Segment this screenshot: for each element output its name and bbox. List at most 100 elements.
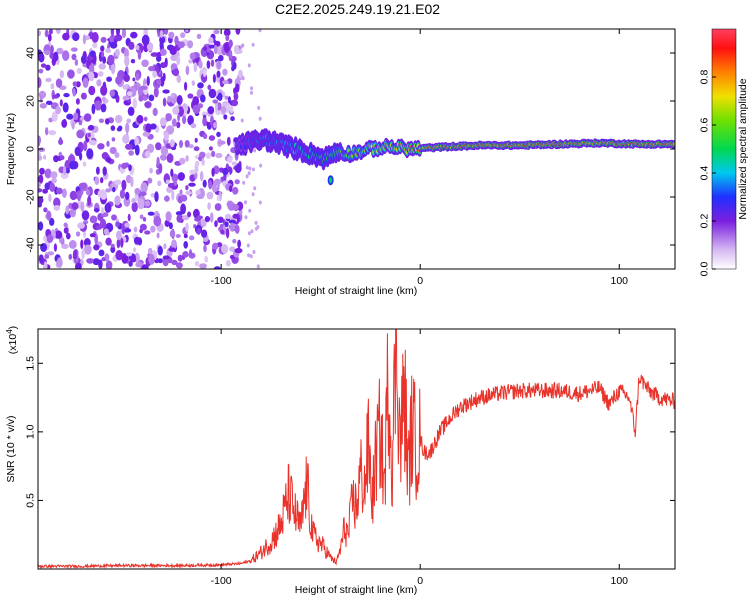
spectrogram-noise-cell <box>223 114 228 120</box>
spectrogram-noise-cell <box>229 185 233 193</box>
spectrogram-noise-cell <box>124 55 130 67</box>
spectrogram-noise-cell <box>116 230 122 240</box>
spectrogram-noise-cell <box>171 118 177 127</box>
spectrogram-noise-cell <box>121 179 127 191</box>
spectrogram-noise-cell <box>124 48 129 59</box>
spectrogram-noise-cell <box>212 242 219 250</box>
spectrogram-noise-cell <box>148 247 153 255</box>
spectrogram-noise-cell <box>119 189 126 199</box>
spectrogram-noise-cell <box>198 60 203 69</box>
spectrogram-noise-cell <box>185 65 190 76</box>
spectrogram-noise-cell <box>38 30 42 37</box>
spectrogram-noise-cell <box>233 87 237 95</box>
spectrogram-noise-cell <box>182 215 190 221</box>
spectrogram-noise-cell <box>174 35 179 46</box>
spectrogram-noise-cell <box>112 186 116 193</box>
spectrogram-noise-cell <box>53 205 60 211</box>
spectrogram-noise-cell <box>228 39 233 48</box>
spectrogram-noise-cell <box>175 234 181 238</box>
spectrogram-noise-cell <box>105 48 112 54</box>
spectrogram-noise-cell <box>85 189 91 196</box>
spectrogram-noise-cell <box>73 112 79 121</box>
spectrogram-noise-cell <box>156 78 162 86</box>
spectrogram-noise-cell <box>195 160 200 167</box>
spectrogram-noise-cell <box>159 29 164 38</box>
spectrogram-noise-cell <box>123 228 132 233</box>
spectrogram-noise-cell <box>121 224 125 235</box>
spectrogram-noise-cell <box>222 80 229 85</box>
spectrogram-noise-cell <box>147 211 155 216</box>
spectrogram-noise-cell <box>74 59 79 66</box>
snr-x-tick-label: 0 <box>417 575 423 587</box>
spectrogram-noise-cell <box>232 238 237 244</box>
spectrogram-noise-cell <box>148 66 155 72</box>
spectrogram-noise-cell <box>248 208 252 213</box>
spectrogram-noise-cell <box>97 71 104 77</box>
spectrogram-noise-cell <box>110 246 116 253</box>
spectrogram-noise-cell <box>221 244 229 254</box>
spectrogram-noise-cell <box>135 261 144 268</box>
spectrogram-noise-cell <box>128 150 134 156</box>
spectrogram-noise-cell <box>238 69 243 78</box>
spectrogram-noise-cell <box>82 34 86 45</box>
spectrogram-noise-cell <box>245 165 249 170</box>
spectrogram-noise-cell <box>227 156 233 164</box>
spectrogram-noise-cell <box>217 89 223 95</box>
spectrogram-noise-cell <box>224 95 229 100</box>
spectrogram-noise-cell <box>163 132 169 141</box>
snr-x-axis-label: Height of straight line (km) <box>295 584 418 596</box>
spectrogram-noise-cell <box>156 156 160 168</box>
spectrogram-noise-cell <box>202 68 207 78</box>
spectrogram-noise-cell <box>157 180 162 187</box>
spectrogram-noise-cell <box>93 72 98 79</box>
spectrogram-noise-cell <box>163 243 167 250</box>
spectrogram-noise-cell <box>228 219 236 224</box>
spectrogram-noise-cell <box>104 118 110 125</box>
spectrogram-noise-cell <box>127 106 135 117</box>
spectrogram-noise-cell <box>104 202 112 213</box>
spectrogram-noise-cell <box>43 261 48 269</box>
spectrogram-noise-cell <box>42 188 48 194</box>
spectrogram-noise-cell <box>126 118 132 124</box>
spectrogram-noise-cell <box>107 54 115 65</box>
spectrogram-noise-cell <box>91 32 99 43</box>
spectrogram-noise-cell <box>201 158 205 166</box>
spectrogram-noise-cell <box>162 89 170 94</box>
spectrogram-noise-cell <box>39 103 47 109</box>
spectrogram-noise-cell <box>155 142 162 151</box>
spectrogram-noise-cell <box>224 221 229 228</box>
spectrogram-noise-cell <box>231 161 238 166</box>
spectrogram-noise-cell <box>50 83 55 90</box>
spectrogram-noise-cell <box>168 247 176 252</box>
spectrogram-noise-cell <box>45 100 53 106</box>
spectrogram-noise-cell <box>185 185 189 191</box>
spectrogram-noise-cell <box>88 139 97 146</box>
spectrogram-noise-cell <box>231 65 235 72</box>
spectrogram-noise-cell <box>166 153 174 163</box>
spectrogram-noise-cell <box>128 41 135 50</box>
colorbar-tick-label: 0.8 <box>699 70 711 85</box>
spectrogram-noise-cell <box>257 105 261 110</box>
spectrogram-noise-cell <box>115 76 123 85</box>
spectrogram-noise-cell <box>139 191 147 197</box>
spectrogram-noise-cell <box>173 180 178 187</box>
spectrogram-noise-cell <box>212 183 217 193</box>
spectrogram-noise-cell <box>45 127 49 136</box>
spectrogram-noise-cell <box>194 172 198 180</box>
snr-y-tick-label: 1.0 <box>25 424 37 439</box>
spectrogram-noise-cell <box>156 55 162 62</box>
spectrogram-noise-cell <box>205 152 212 159</box>
spectrogram-noise-cell <box>76 190 82 202</box>
spectrogram-noise-cell <box>116 29 120 36</box>
spectrogram-noise-cell <box>213 29 220 35</box>
spectrogram-noise-cell <box>39 167 45 175</box>
spectrogram-noise-cell <box>134 144 140 156</box>
spectrogram-noise-cell <box>157 258 163 264</box>
spectrogram-noise-cell <box>120 237 124 248</box>
spectrogram-noise-cell <box>100 51 105 58</box>
spectrogram-noise-cell <box>122 95 130 101</box>
spectrogram-noise-cell <box>176 74 182 83</box>
spectrogram-noise-cell <box>72 249 78 260</box>
spectrogram-noise-cell <box>247 253 251 258</box>
